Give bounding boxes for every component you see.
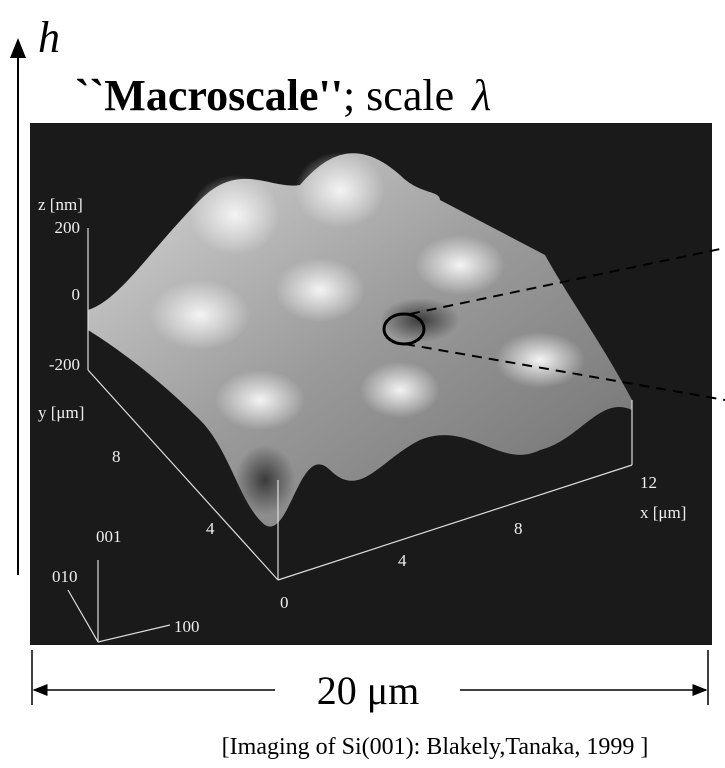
crystal-axis-label: 001 xyxy=(96,527,122,546)
y-tick-label: 8 xyxy=(112,447,121,466)
title: ``Macroscale''; scale λ xyxy=(75,71,491,120)
x-label: x [μm] xyxy=(640,503,686,522)
slide: h ``Macroscale''; scale λ z [nm] 200 0 -2… xyxy=(0,0,725,768)
z-tick-label: 200 xyxy=(55,218,81,237)
title-rest: ; scale xyxy=(343,71,454,120)
crystal-axis-label: 010 xyxy=(52,567,78,586)
title-bold: ``Macroscale'' xyxy=(75,71,343,120)
z-tick-label: -200 xyxy=(49,355,80,374)
x-tick-label: 12 xyxy=(640,473,657,492)
y-tick-label: 4 xyxy=(206,519,215,538)
y-label: y [μm] xyxy=(38,403,84,422)
h-label: h xyxy=(38,13,60,62)
x-tick-label: 4 xyxy=(398,551,407,570)
z-tick-label: 0 xyxy=(72,285,81,304)
scale-label: 20 μm xyxy=(317,668,420,713)
crystal-axis-label: 100 xyxy=(174,617,200,636)
x-tick-label: 8 xyxy=(514,519,523,538)
z-label: z [nm] xyxy=(38,195,83,214)
y-tick-label: 0 xyxy=(280,593,289,612)
title-symbol: λ xyxy=(470,71,491,120)
citation: [Imaging of Si(001): Blakely,Tanaka, 199… xyxy=(222,734,649,760)
